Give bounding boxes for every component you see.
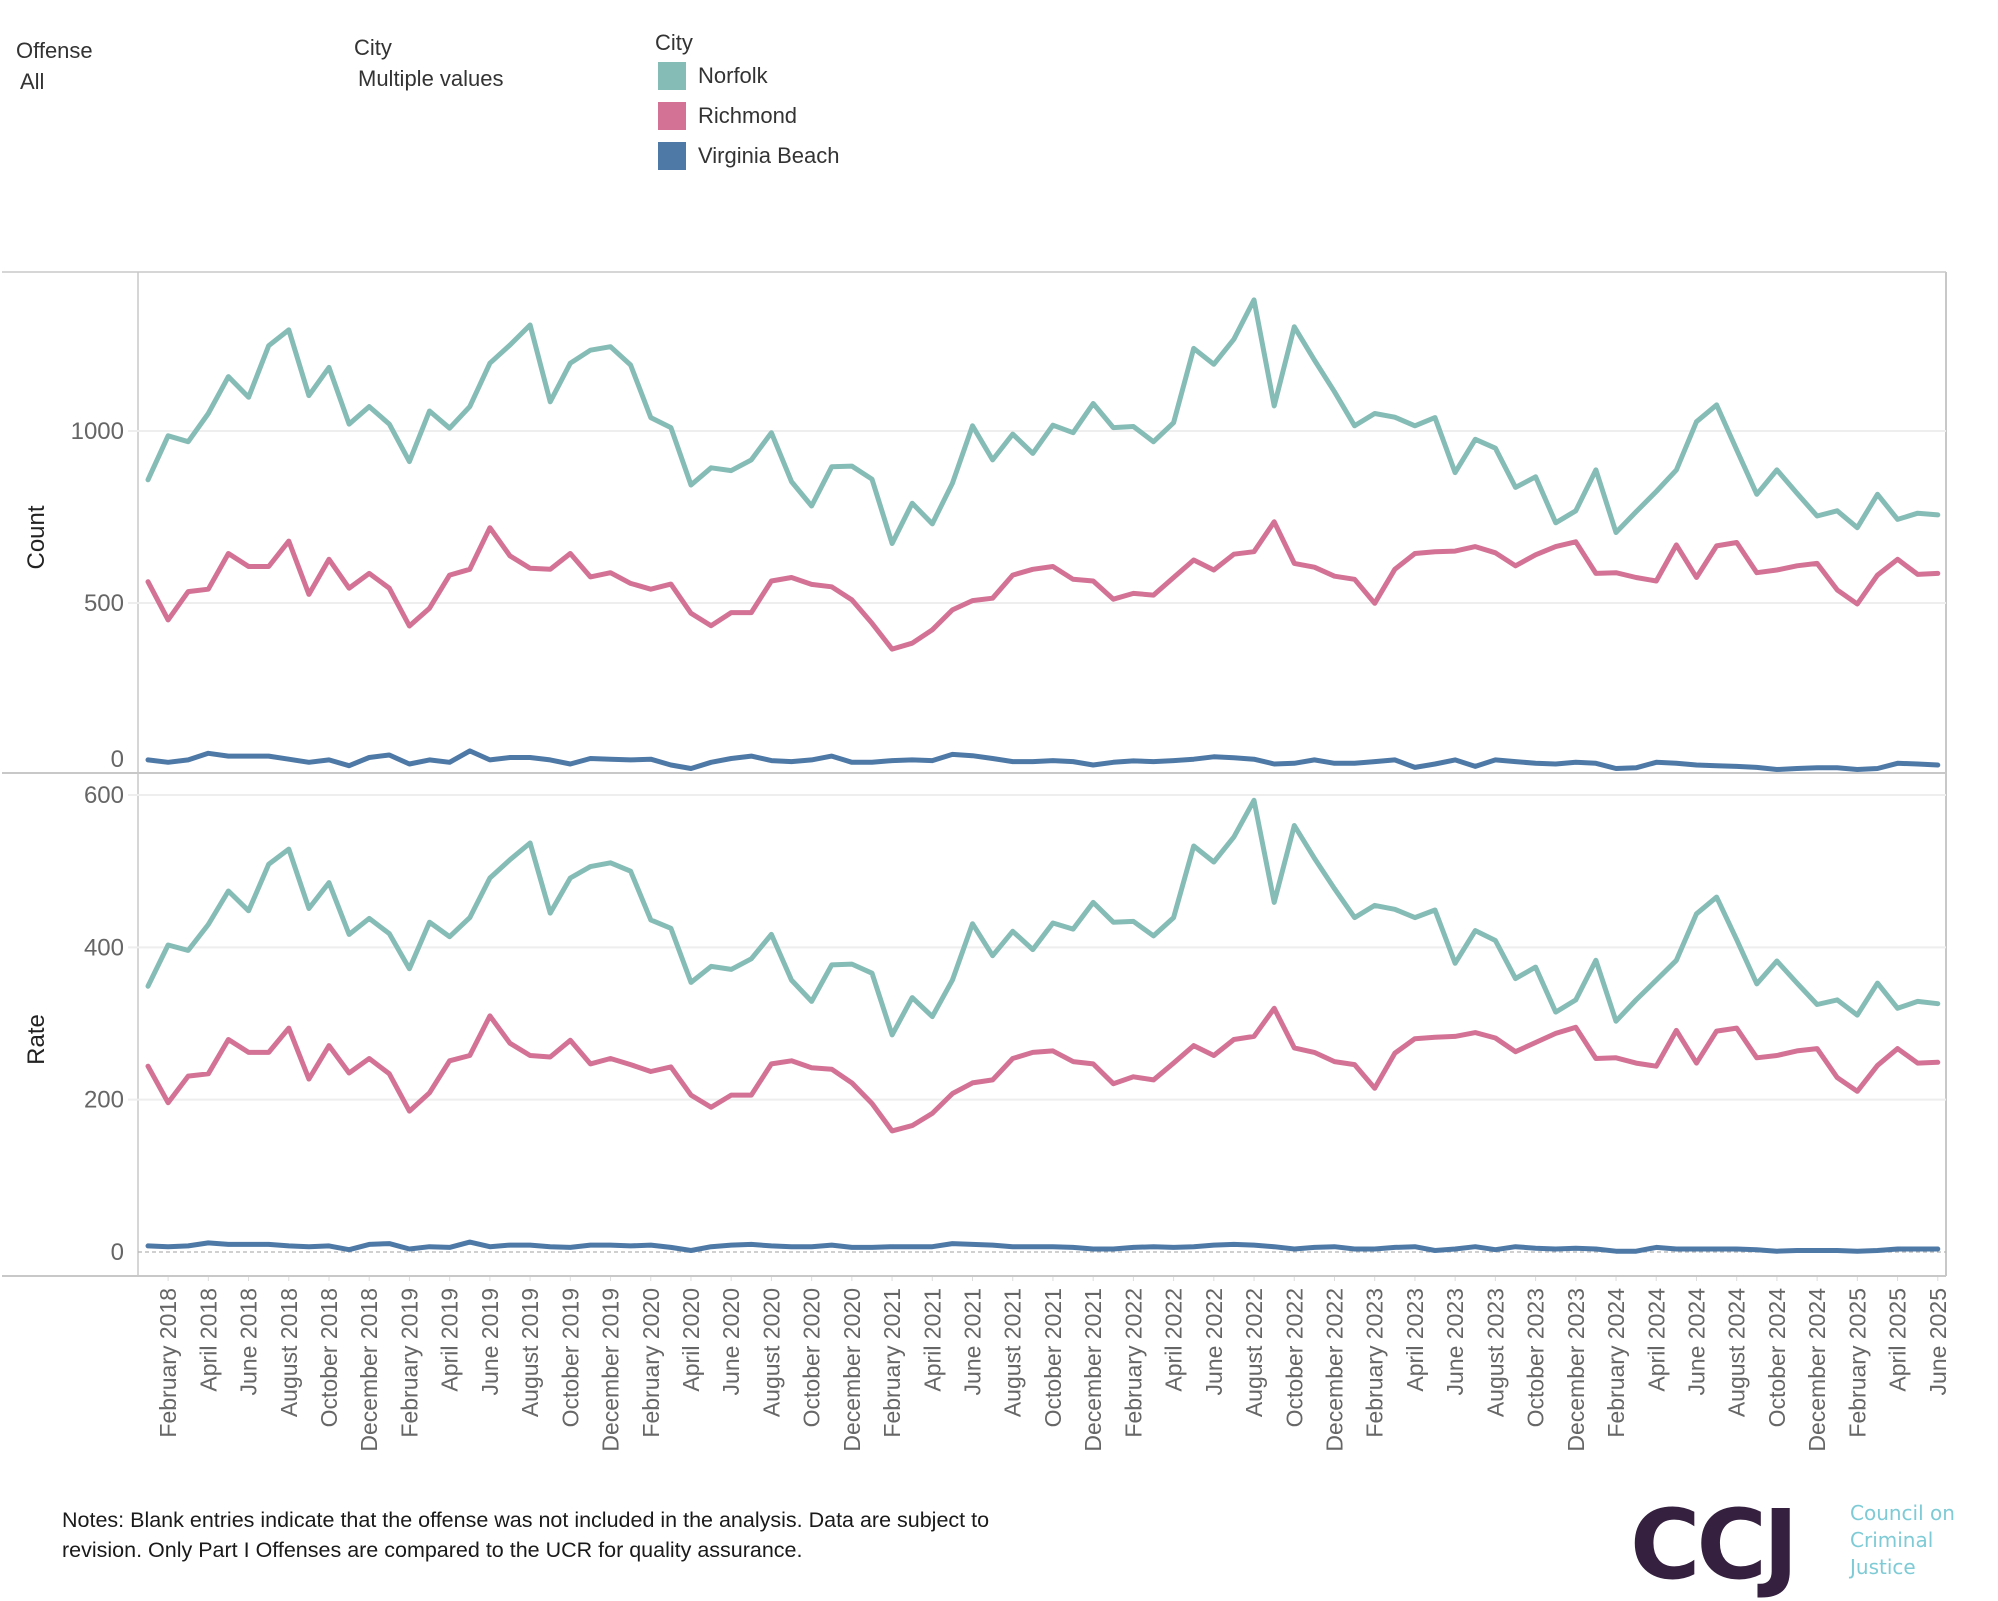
city-filter-title: City bbox=[354, 35, 392, 60]
city-filter-value[interactable]: Multiple values bbox=[358, 66, 504, 91]
x-tick-label: August 2018 bbox=[276, 1288, 302, 1417]
x-tick-label: August 2020 bbox=[758, 1288, 784, 1417]
x-tick-label: August 2019 bbox=[517, 1288, 543, 1417]
x-tick-label: June 2025 bbox=[1925, 1288, 1951, 1395]
logo-text-line-1: Council on bbox=[1850, 1501, 1955, 1525]
rate-line-norfolk bbox=[145, 797, 1941, 1038]
notes-text: Notes: Blank entries indicate that the o… bbox=[62, 1508, 990, 1562]
logo-text-line-3: Justice bbox=[1850, 1555, 1916, 1579]
logo-text: Council on Criminal Justice bbox=[1850, 1500, 1955, 1581]
x-tick-label: February 2024 bbox=[1603, 1288, 1629, 1438]
x-tick-label: February 2025 bbox=[1844, 1288, 1870, 1438]
x-tick-label: August 2023 bbox=[1482, 1288, 1508, 1417]
x-tick-label: June 2023 bbox=[1442, 1288, 1468, 1395]
rate-line-richmond bbox=[145, 1005, 1941, 1134]
x-tick-label: October 2024 bbox=[1764, 1288, 1790, 1428]
x-tick-label: October 2019 bbox=[557, 1288, 583, 1427]
legend-swatch-richmond bbox=[658, 102, 686, 130]
count-axis-title: Count bbox=[23, 505, 50, 569]
line-chart: 0 500 1000 0 200 400 600 Count Rate February 20… bbox=[2, 271, 1951, 1452]
x-tick-label: April 2022 bbox=[1161, 1288, 1187, 1392]
rate-y-tick-label: 200 bbox=[84, 1087, 124, 1114]
x-tick-labels: February 2018 April 2018 June 2018 August 2… bbox=[155, 1277, 1951, 1452]
x-tick-label: October 2021 bbox=[1040, 1288, 1066, 1427]
x-tick-label: April 2018 bbox=[195, 1288, 221, 1392]
x-tick-label: April 2019 bbox=[437, 1288, 463, 1392]
offense-filter-title: Offense bbox=[16, 38, 93, 63]
logo-text-line-2: Criminal bbox=[1850, 1528, 1934, 1552]
count-line-norfolk bbox=[145, 297, 1941, 546]
x-tick-label: April 2020 bbox=[678, 1288, 704, 1392]
x-tick-label: April 2025 bbox=[1885, 1288, 1911, 1392]
x-tick-label: October 2018 bbox=[316, 1288, 342, 1427]
chart-frame bbox=[2, 271, 1947, 1277]
x-tick-label: April 2024 bbox=[1643, 1288, 1669, 1392]
x-tick-label: February 2021 bbox=[879, 1288, 905, 1438]
x-tick-label: December 2024 bbox=[1804, 1288, 1830, 1452]
x-tick-label: December 2018 bbox=[356, 1288, 382, 1452]
ccj-logo: CCJ Council on Criminal Justice bbox=[1630, 1489, 1990, 1601]
legend-item-richmond[interactable]: Richmond bbox=[658, 102, 797, 130]
x-tick-label: February 2018 bbox=[155, 1288, 181, 1438]
x-tick-label: October 2023 bbox=[1523, 1288, 1549, 1427]
legend-label-norfolk: Norfolk bbox=[698, 63, 768, 88]
legend-swatch-virginia-beach bbox=[658, 142, 686, 170]
legend-item-virginia-beach[interactable]: Virginia Beach bbox=[658, 142, 839, 170]
rate-y-tick-label: 400 bbox=[84, 934, 124, 961]
legend-item-norfolk[interactable]: Norfolk bbox=[658, 62, 768, 90]
x-tick-label: February 2023 bbox=[1362, 1288, 1388, 1438]
x-tick-label: October 2020 bbox=[799, 1288, 825, 1427]
x-tick-label: December 2020 bbox=[839, 1288, 865, 1452]
legend-swatch-norfolk bbox=[658, 62, 686, 90]
rate-y-tick-label: 0 bbox=[111, 1239, 124, 1266]
x-tick-label: February 2022 bbox=[1120, 1288, 1146, 1438]
count-y-tick-label: 500 bbox=[84, 590, 124, 617]
y-axis-labels: Count Rate bbox=[23, 505, 50, 1065]
x-tick-label: June 2024 bbox=[1684, 1288, 1710, 1396]
rate-line-virginia-beach bbox=[145, 1239, 1941, 1254]
count-line-richmond bbox=[145, 519, 1941, 652]
x-tick-label: June 2020 bbox=[718, 1288, 744, 1395]
legend-title: City bbox=[655, 30, 693, 55]
legend-label-richmond: Richmond bbox=[698, 103, 798, 128]
x-tick-label: August 2024 bbox=[1724, 1288, 1750, 1417]
x-tick-label: April 2023 bbox=[1402, 1288, 1428, 1392]
series-lines bbox=[145, 297, 1941, 1254]
x-tick-label: June 2022 bbox=[1201, 1288, 1227, 1395]
x-tick-label: June 2019 bbox=[477, 1288, 503, 1395]
x-tick-label: December 2022 bbox=[1322, 1288, 1348, 1452]
x-tick-label: February 2020 bbox=[638, 1288, 664, 1438]
count-y-tick-label: 0 bbox=[111, 746, 124, 773]
y-tick-labels: 0 500 1000 0 200 400 600 bbox=[71, 418, 124, 1266]
x-tick-label: December 2021 bbox=[1080, 1288, 1106, 1452]
logo-mark: CCJ bbox=[1630, 1489, 1799, 1601]
x-tick-label: August 2021 bbox=[1000, 1288, 1026, 1417]
x-tick-label: August 2022 bbox=[1241, 1288, 1267, 1417]
rate-axis-title: Rate bbox=[23, 1014, 50, 1065]
count-line-virginia-beach bbox=[145, 748, 1941, 772]
offense-filter-value[interactable]: All bbox=[20, 69, 45, 94]
count-y-tick-label: 1000 bbox=[71, 418, 124, 445]
x-tick-label: October 2022 bbox=[1281, 1288, 1307, 1427]
x-tick-label: December 2023 bbox=[1563, 1288, 1589, 1452]
rate-y-tick-label: 600 bbox=[84, 782, 124, 809]
x-tick-label: December 2019 bbox=[598, 1288, 624, 1452]
x-tick-label: June 2021 bbox=[960, 1288, 986, 1395]
x-tick-label: February 2019 bbox=[396, 1288, 422, 1438]
x-tick-label: April 2021 bbox=[919, 1288, 945, 1392]
legend-label-virginia-beach: Virginia Beach bbox=[698, 143, 840, 168]
x-tick-label: June 2018 bbox=[236, 1288, 262, 1395]
